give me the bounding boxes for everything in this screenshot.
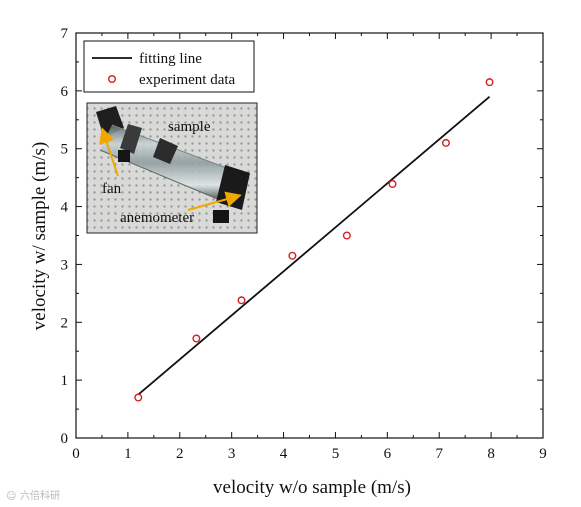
y-tick-label: 3 bbox=[61, 257, 69, 273]
plot-frame bbox=[75, 32, 544, 439]
photo-label-sample: sample bbox=[168, 119, 211, 135]
y-tick-label: 0 bbox=[61, 431, 69, 447]
legend: fitting line experiment data bbox=[83, 40, 255, 93]
data-point bbox=[342, 231, 351, 240]
x-tick-label: 5 bbox=[332, 446, 340, 462]
fan-arrow bbox=[99, 127, 119, 177]
watermark-text: 六倍科研 bbox=[20, 489, 60, 502]
y-tick-label: 7 bbox=[61, 26, 69, 42]
legend-box bbox=[83, 40, 255, 93]
x-tick-label: 8 bbox=[487, 446, 495, 462]
x-tick-label: 7 bbox=[435, 446, 443, 462]
fitting-line bbox=[137, 95, 491, 396]
data-point bbox=[485, 78, 494, 87]
legend-label-experiment-data: experiment data bbox=[139, 72, 236, 88]
axis-ticks bbox=[75, 32, 544, 439]
y-tick-label: 1 bbox=[61, 373, 69, 389]
x-tick-label: 1 bbox=[124, 446, 132, 462]
x-tick-label: 6 bbox=[384, 446, 392, 462]
x-axis-label: velocity w/o sample (m/s) bbox=[213, 477, 411, 498]
tick-labels: 0 1 2 3 4 5 6 7 8 9 0 1 2 3 4 5 6 7 bbox=[61, 26, 547, 462]
x-tick-label: 4 bbox=[280, 446, 288, 462]
data-point bbox=[237, 296, 246, 305]
data-point bbox=[192, 334, 201, 343]
y-tick-label: 4 bbox=[61, 200, 69, 216]
data-point bbox=[288, 251, 297, 260]
data-point bbox=[134, 393, 143, 402]
x-tick-label: 9 bbox=[539, 446, 547, 462]
watermark-icon: ☺ bbox=[6, 491, 16, 502]
legend-label-fitting-line: fitting line bbox=[139, 51, 202, 67]
anemometer-arrow bbox=[187, 191, 242, 211]
photo-label-anemometer: anemometer bbox=[120, 210, 194, 226]
photo-label-fan: fan bbox=[102, 181, 122, 197]
data-point bbox=[388, 180, 397, 189]
legend-marker-swatch bbox=[107, 74, 116, 83]
x-tick-label: 0 bbox=[72, 446, 80, 462]
x-tick-label: 3 bbox=[228, 446, 236, 462]
y-tick-label: 6 bbox=[61, 84, 69, 100]
y-tick-label: 5 bbox=[61, 142, 69, 158]
watermark: ☺ 六倍科研 bbox=[6, 489, 60, 502]
y-axis-label: velocity w/ sample (m/s) bbox=[29, 142, 50, 330]
x-tick-label: 2 bbox=[176, 446, 184, 462]
experiment-data-points bbox=[134, 78, 494, 402]
y-tick-label: 2 bbox=[61, 315, 69, 331]
inset-photo: sample fan anemometer bbox=[86, 102, 258, 234]
data-point bbox=[441, 138, 450, 147]
